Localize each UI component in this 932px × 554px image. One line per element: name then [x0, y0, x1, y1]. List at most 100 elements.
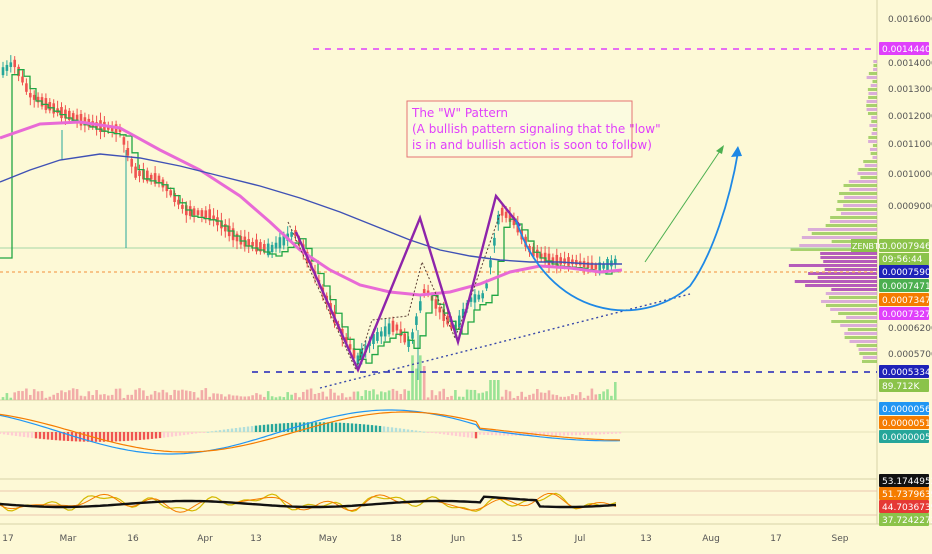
volume-profile-bar [866, 108, 877, 111]
volume-bar [153, 390, 157, 400]
price-badge-bg [879, 42, 929, 55]
price-badge: 0.0007590 [882, 268, 931, 278]
time-tick-label: 13 [640, 534, 651, 544]
volume-bar [177, 390, 180, 400]
macd-badge: 0.0000056 [882, 405, 931, 415]
volume-bar [465, 389, 469, 400]
price-badge-bg [879, 239, 929, 252]
volume-bar [497, 380, 500, 400]
macd-badge-bg [879, 430, 929, 443]
volume-bar [91, 395, 94, 400]
macd-histogram-bar [14, 432, 18, 436]
volume-profile-bar [870, 84, 877, 87]
rsi-badge: 51.7379639 [882, 490, 932, 500]
candle-body [266, 243, 270, 256]
volume-bar [341, 393, 344, 400]
price-tick-label: 0.0016000 [888, 15, 932, 25]
volume-profile-bar [872, 128, 877, 131]
countdown-label: 09:56:44 [882, 255, 923, 265]
volume-bar [395, 390, 399, 400]
volume-profile-bar [825, 292, 877, 295]
volume-badge: 89.712K [882, 382, 920, 392]
volume-bar [290, 394, 293, 400]
volume-bar [356, 391, 360, 400]
volume-bar [438, 391, 442, 400]
volume-profile-bar [873, 68, 877, 71]
macd-histogram-bar [298, 422, 302, 432]
candle-body [458, 315, 461, 328]
macd-badge: 0.0000005 [882, 433, 931, 443]
macd-histogram-bar [586, 432, 590, 435]
macd-histogram-bar [506, 432, 510, 436]
volume-profile-bar [823, 260, 877, 263]
volume-profile-bar [856, 344, 877, 347]
candle-body [224, 224, 227, 232]
time-tick-label: Jun [450, 534, 465, 544]
candle-body [208, 209, 211, 221]
macd-histogram-bar [42, 432, 46, 440]
volume-bar [21, 391, 24, 400]
candle-body [461, 308, 465, 319]
macd-histogram-bar [218, 430, 222, 432]
volume-bar [52, 394, 55, 400]
macd-histogram-bar [134, 432, 138, 441]
volume-bar [185, 390, 188, 400]
volume-profile-bar [839, 192, 877, 195]
macd-histogram-bar [286, 422, 290, 432]
candle-body [231, 228, 235, 241]
time-tick-label: 17 [2, 534, 13, 544]
volume-bar [426, 397, 430, 400]
volume-bar [317, 392, 321, 400]
volume-profile-bar [825, 224, 877, 227]
macd-histogram-bar [290, 422, 294, 432]
volume-bar [13, 392, 16, 400]
time-tick-label: 15 [511, 534, 522, 544]
time-tick-label: 17 [770, 534, 781, 544]
annotation-box: The "W" Pattern (A bullish pattern signa… [406, 100, 661, 158]
volume-bar [169, 395, 172, 400]
macd-histogram-bar [186, 432, 190, 435]
candle-body [387, 323, 391, 335]
macd-histogram-bar [50, 432, 54, 440]
price-tick-label: 0.0005700 [888, 350, 932, 360]
candle-body [278, 237, 282, 249]
price-badge-bg [879, 293, 929, 306]
candle-body [426, 290, 430, 295]
volume-bar [520, 391, 523, 400]
volume-bar [372, 389, 375, 400]
volume-profile-bar [872, 144, 877, 147]
volume-bar [227, 394, 231, 400]
candle-body [60, 107, 63, 119]
candle-body [235, 233, 239, 242]
macd-histogram-bar [38, 432, 42, 439]
volume-bar [430, 390, 434, 400]
volume-bar [446, 397, 449, 400]
macd-histogram-bar [374, 425, 378, 432]
rsi-badge-bg [879, 513, 929, 526]
volume-bar [305, 389, 309, 400]
candle-body [239, 236, 243, 245]
volume-bar [9, 397, 13, 400]
candle-body [438, 307, 442, 313]
volume-bar [5, 393, 9, 400]
macd-histogram-bar [434, 432, 438, 434]
ticker-label-bg [851, 239, 877, 252]
volume-bar [286, 392, 289, 400]
volume-bar [17, 390, 20, 400]
volume-bar [161, 389, 165, 400]
volume-profile-bar [830, 216, 877, 219]
candle-body [5, 64, 9, 71]
candle-body [344, 337, 348, 344]
candle-body [512, 217, 516, 226]
candle-body [75, 114, 79, 123]
candle-body [138, 170, 141, 177]
volume-bar [598, 393, 601, 400]
price-tick-label: 0.0006200 [888, 324, 932, 334]
price-badge: 0.0007347 [882, 296, 931, 306]
volume-profile-bar [864, 164, 877, 167]
volume-bar [149, 394, 153, 400]
macd-histogram-bar [18, 432, 22, 437]
volume-bar [348, 396, 352, 400]
candle-body [25, 83, 28, 92]
macd-histogram-bar [334, 422, 338, 432]
